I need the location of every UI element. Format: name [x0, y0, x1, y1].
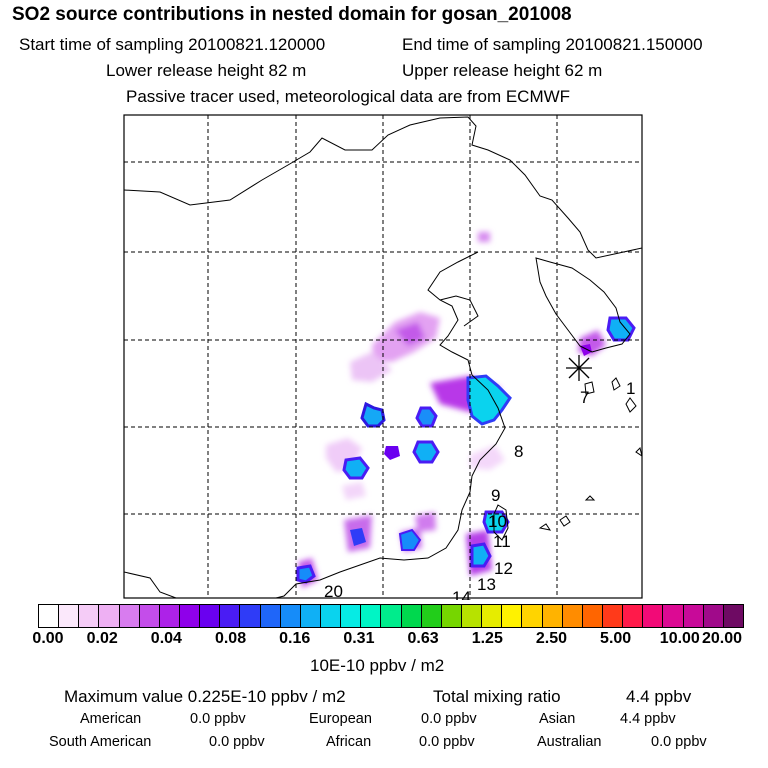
- colorbar-swatch: [602, 605, 624, 627]
- region-name: Asian: [539, 711, 576, 727]
- region-value: 0.0 ppbv: [421, 711, 477, 727]
- region-label: 13: [477, 575, 496, 594]
- colorbar-swatch: [663, 605, 684, 627]
- colorbar-swatch: [461, 605, 483, 627]
- colorbar-swatch: [502, 605, 523, 627]
- colorbar-swatch: [401, 605, 422, 627]
- end-time-label: End time of sampling 20100821.150000: [402, 35, 703, 54]
- colorbar-tick-label: 0.02: [86, 630, 118, 647]
- region-label: 20: [324, 582, 343, 600]
- total-mixing-value: 4.4 ppbv: [626, 687, 692, 706]
- colorbar-swatch: [139, 605, 160, 627]
- colorbar-swatch: [320, 605, 342, 627]
- region-label: 8: [514, 442, 523, 461]
- colorbar-swatch: [623, 605, 644, 627]
- colorbar-swatch: [200, 605, 221, 627]
- upper-release-label: Upper release height 62 m: [402, 61, 603, 80]
- colorbar-tick-label: 1.25: [471, 630, 503, 647]
- region-value: 0.0 ppbv: [190, 711, 246, 727]
- colorbar-swatch: [79, 605, 100, 627]
- colorbar-swatch: [482, 605, 503, 627]
- lower-release-label: Lower release height 82 m: [106, 61, 307, 80]
- region-name: American: [80, 711, 142, 727]
- region-label: 1: [626, 379, 635, 398]
- colorbar-swatch: [179, 605, 201, 627]
- region-label: 11: [493, 532, 511, 551]
- colorbar-tick-label: 0.04: [150, 630, 182, 647]
- colorbar-swatch: [522, 605, 543, 627]
- colorbar: [38, 604, 744, 628]
- colorbar-tick-label: 5.00: [600, 630, 632, 647]
- colorbar-tick-label: 0.31: [343, 630, 375, 647]
- colorbar-swatch: [99, 605, 120, 627]
- colorbar-swatch: [260, 605, 281, 627]
- region-value: 0.0 ppbv: [419, 734, 475, 750]
- coastlines: [124, 116, 642, 598]
- colorbar-tick-label: 0.08: [214, 630, 247, 647]
- region-label: 9: [491, 486, 500, 505]
- total-mixing-label: Total mixing ratio: [433, 687, 561, 706]
- colorbar-swatch: [341, 605, 362, 627]
- colorbar-swatch: [220, 605, 241, 627]
- region-name: South American: [49, 734, 152, 750]
- colorbar-tick-label: 10.00: [659, 630, 700, 647]
- map-frame: [123, 114, 643, 599]
- map-panel: 1 7 8 9 10 11 12 13 14 20: [123, 114, 643, 600]
- colorbar-swatch: [683, 605, 704, 627]
- colorbar-swatch: [441, 605, 462, 627]
- colorbar-swatch: [39, 605, 60, 627]
- region-value: 0.0 ppbv: [651, 734, 707, 750]
- colorbar-swatch: [542, 605, 563, 627]
- colorbar-swatch: [703, 605, 724, 627]
- region-value: 4.4 ppbv: [620, 711, 676, 727]
- colorbar-swatch: [119, 605, 140, 627]
- colorbar-tick-label: 0.00: [32, 630, 64, 647]
- station-marker-icon: [566, 355, 592, 381]
- tracer-label: Passive tracer used, meteorological data…: [126, 87, 571, 106]
- region-name: African: [326, 734, 372, 750]
- colorbar-swatch: [59, 605, 80, 627]
- start-time-label: Start time of sampling 20100821.120000: [19, 35, 326, 54]
- map-gridlines: [124, 115, 642, 598]
- region-label: 14: [452, 588, 471, 600]
- region-label: 10: [488, 512, 507, 531]
- region-name: European: [309, 711, 372, 727]
- region-label: 7: [580, 388, 589, 407]
- region-value: 0.0 ppbv: [209, 734, 265, 750]
- colorbar-tick-label: 20.00: [701, 630, 743, 647]
- colorbar-swatch: [240, 605, 261, 627]
- colorbar-swatch: [361, 605, 382, 627]
- chart-title: SO2 source contributions in nested domai…: [12, 4, 572, 25]
- region-label: 12: [494, 559, 513, 578]
- colorbar-swatch: [582, 605, 603, 627]
- colorbar-swatch: [723, 605, 743, 627]
- colorbar-swatch: [159, 605, 180, 627]
- colorbar-tick-label: 0.16: [279, 630, 311, 647]
- colorbar-swatch: [643, 605, 664, 627]
- colorbar-unit-label: 10E-10 ppbv / m2: [310, 656, 445, 675]
- region-labels: 1 7 8 9 10 11 12 13 14 20: [324, 379, 635, 600]
- colorbar-swatch: [381, 605, 402, 627]
- colorbar-swatch: [562, 605, 583, 627]
- region-name: Australian: [537, 734, 602, 750]
- hotspot-markers: [296, 316, 636, 584]
- colorbar-swatch: [280, 605, 301, 627]
- colorbar-swatch: [300, 605, 321, 627]
- colorbar-tick-label: 0.63: [407, 630, 439, 647]
- colorbar-swatch: [421, 605, 442, 627]
- colorbar-tick-label: 2.50: [535, 630, 568, 647]
- max-value-label: Maximum value 0.225E-10 ppbv / m2: [64, 687, 346, 706]
